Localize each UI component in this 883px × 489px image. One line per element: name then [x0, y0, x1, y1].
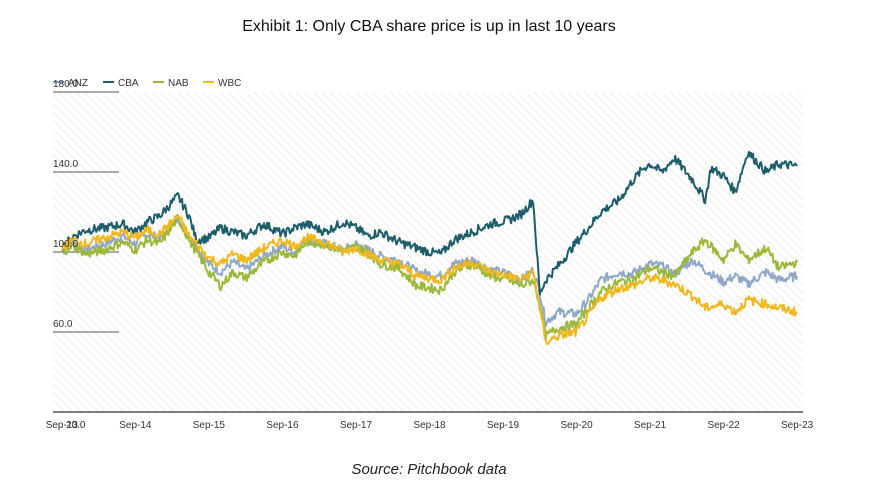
y-tick-label: 60.0	[53, 319, 73, 330]
series-lines	[60, 150, 799, 346]
x-tick-label: Sep-20	[560, 420, 593, 431]
source-note: Source: Pitchbook data	[351, 461, 507, 478]
y-tick-label: 180.0	[53, 79, 78, 90]
series-line-wbc	[61, 215, 798, 346]
x-tick-label: Sep-14	[119, 420, 152, 431]
x-tick-label: Sep-15	[193, 420, 226, 431]
legend-label-cba: CBA	[118, 78, 139, 89]
x-tick-label: Sep-13	[46, 420, 79, 431]
y-axis-ticks: 20.0 60.0 100.0 140.0 180.0	[53, 79, 86, 431]
y-tick-label: 20.0	[66, 420, 86, 431]
x-tick-label: Sep-18	[413, 420, 446, 431]
x-tick-label: Sep-17	[340, 420, 373, 431]
series-line-cba	[61, 150, 798, 296]
legend-label-nab: NAB	[168, 78, 189, 89]
legend: ANZ CBA NAB WBC	[53, 78, 241, 89]
x-tick-label: Sep-23	[781, 420, 814, 431]
x-tick-label: Sep-19	[487, 420, 520, 431]
legend-label-anz: ANZ	[68, 78, 88, 89]
legend-label-wbc: WBC	[218, 78, 241, 89]
chart-title: Exhibit 1: Only CBA share price is up in…	[242, 18, 616, 35]
y-tick-label: 100.0	[53, 239, 78, 250]
y-tick-label: 140.0	[53, 159, 78, 170]
x-tick-label: Sep-16	[266, 420, 299, 431]
x-tick-label: Sep-22	[707, 420, 740, 431]
x-tick-label: Sep-21	[634, 420, 667, 431]
x-axis-ticks: Sep-13 Sep-14 Sep-15 Sep-16 Sep-17 Sep-18 Sep-…	[46, 420, 814, 431]
